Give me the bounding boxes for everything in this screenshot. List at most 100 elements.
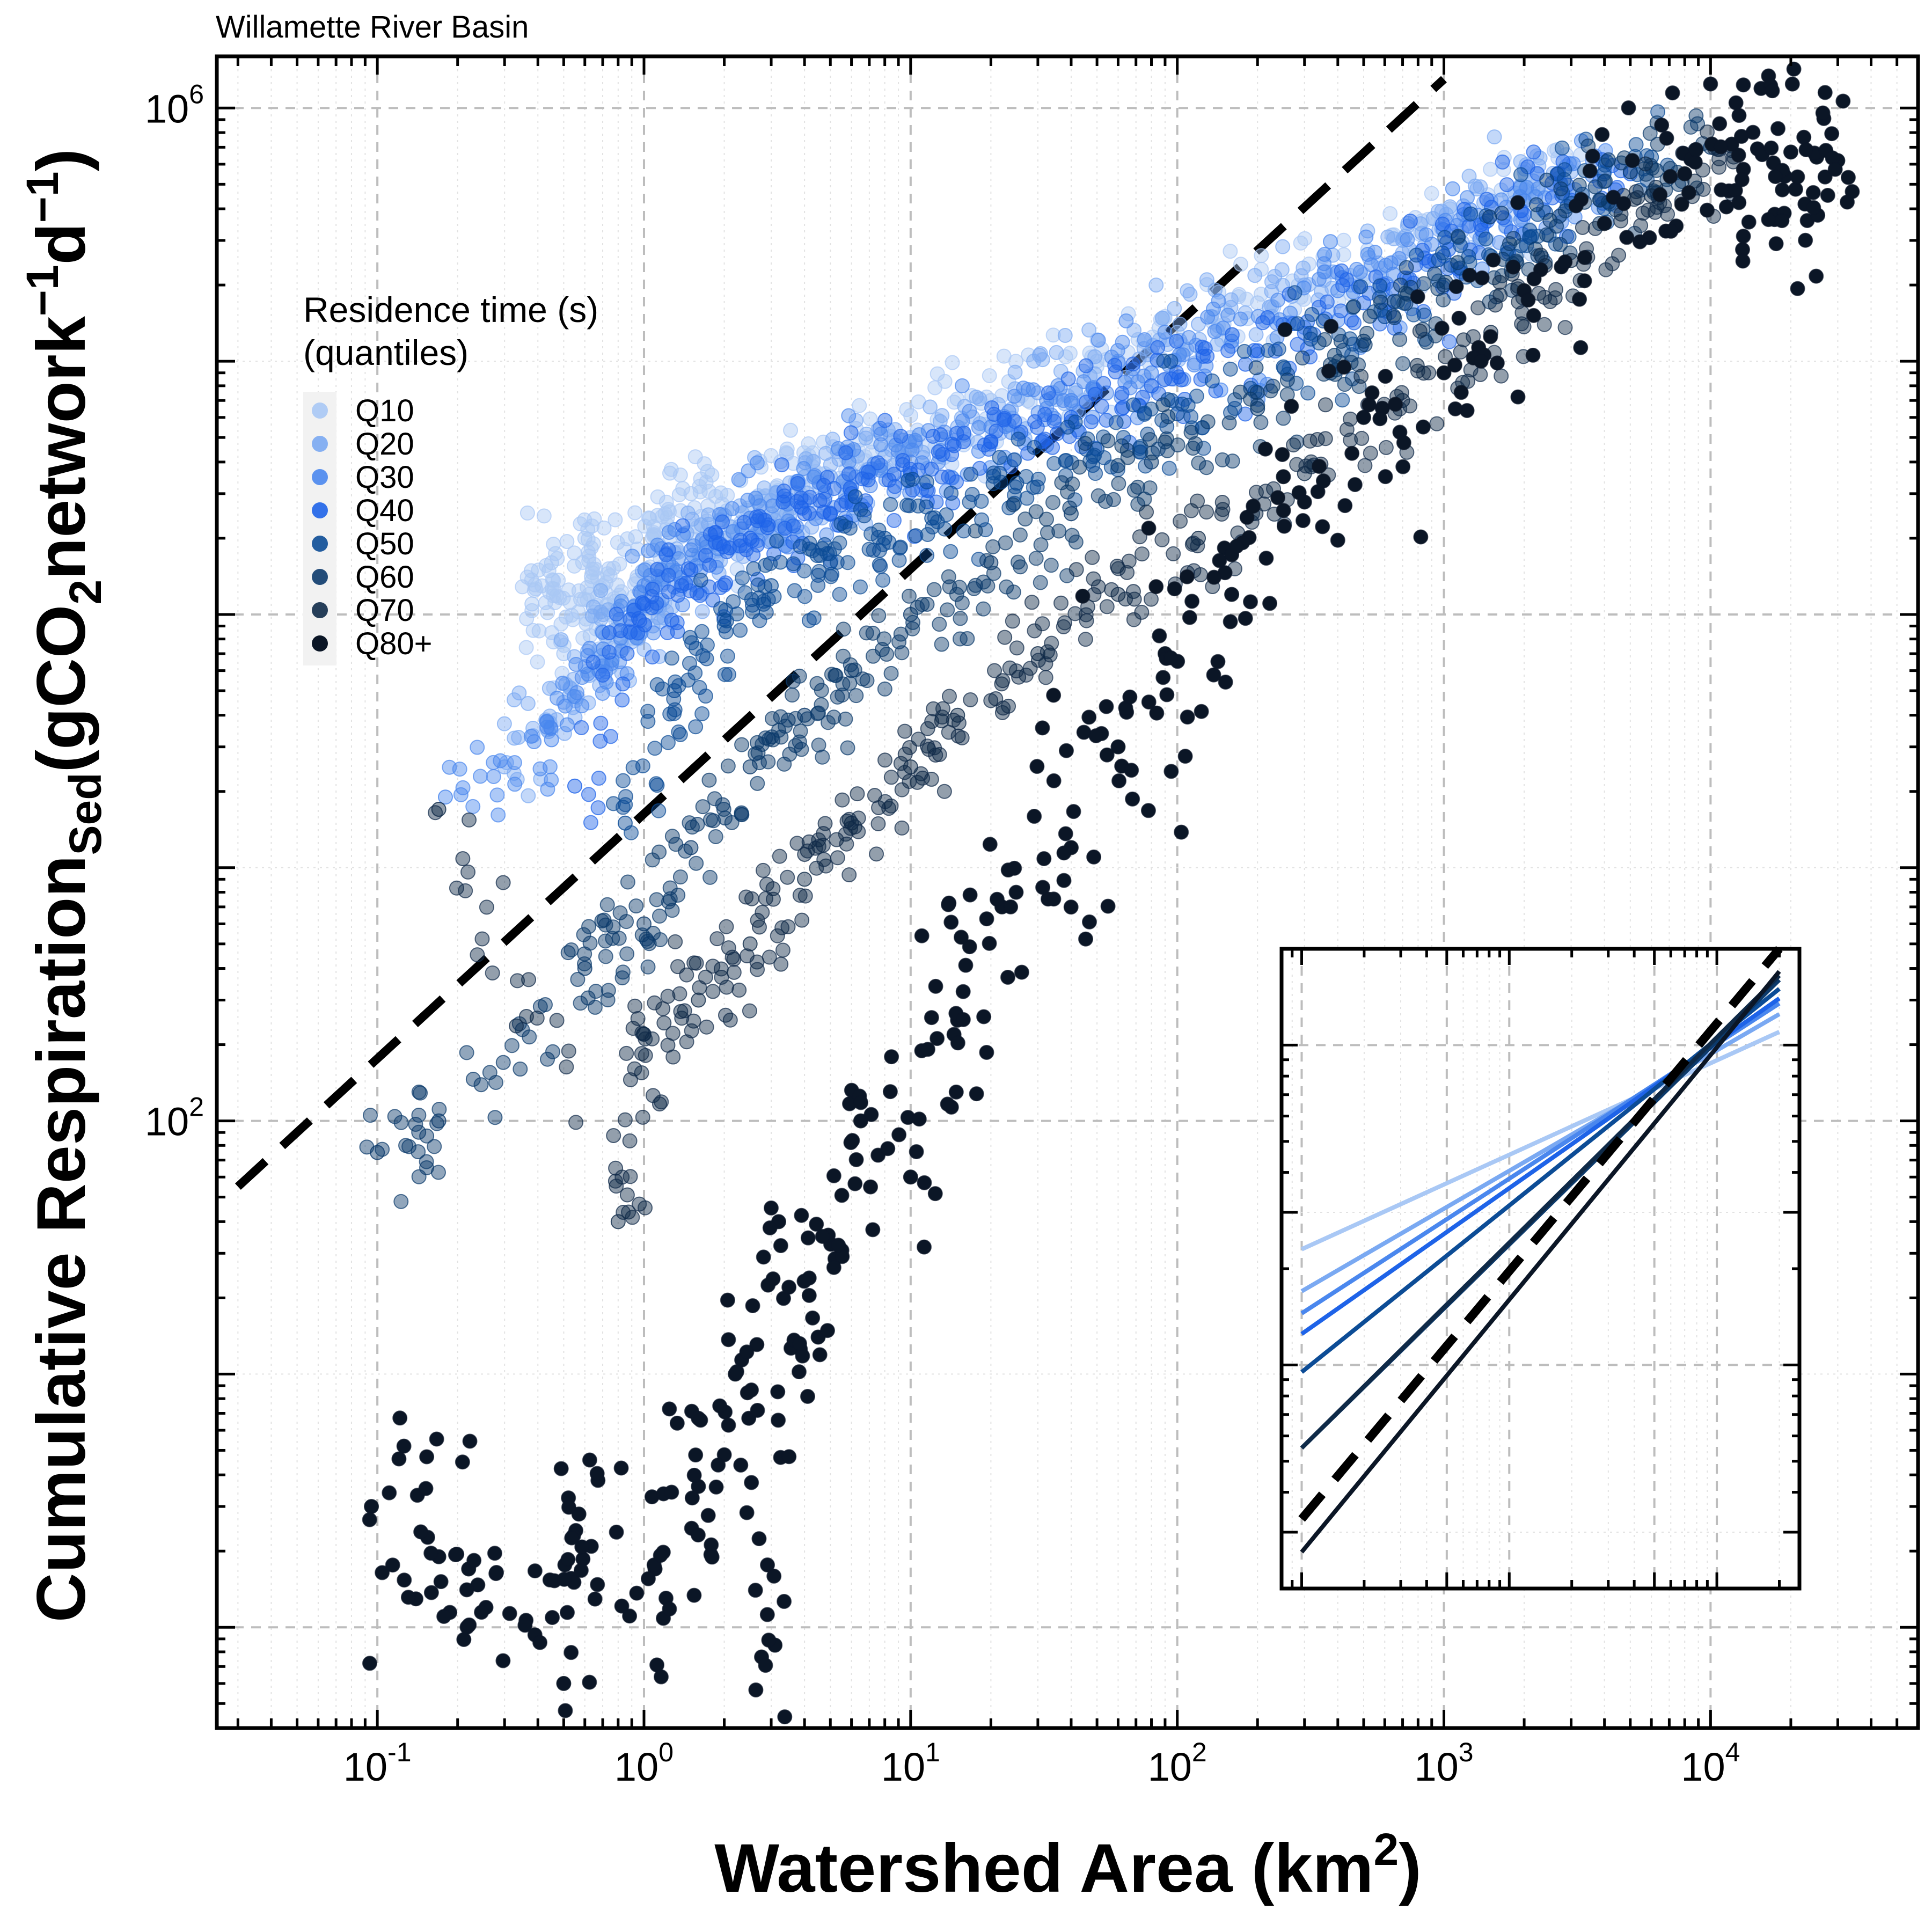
data-point [1520,292,1536,308]
data-point [1485,252,1501,268]
data-point [568,656,584,672]
data-point [847,1176,863,1191]
data-point [433,1574,449,1590]
data-point [843,657,858,672]
data-point [1161,460,1177,476]
data-point [986,465,1001,481]
data-point [1045,495,1060,510]
data-point [720,648,735,664]
data-point [1033,346,1048,362]
data-point [520,696,536,711]
data-point [532,1635,548,1650]
data-point [1046,773,1062,788]
data-point [1078,931,1094,947]
data-point [459,1045,474,1060]
data-point [1445,181,1460,196]
data-point [994,388,1009,404]
data-point [423,1585,439,1600]
data-point [875,573,891,588]
data-point [1413,529,1429,545]
data-point [897,723,913,739]
data-point [1809,268,1824,284]
data-point [1250,398,1265,413]
data-point [761,1633,777,1648]
data-point [653,1548,668,1563]
data-point [1238,611,1253,626]
data-point [826,1168,841,1183]
data-point [1206,569,1222,585]
data-point [675,597,691,613]
data-point [1487,129,1502,145]
data-point [977,469,993,484]
data-point [891,552,907,568]
data-point [904,442,920,458]
data-point [1085,550,1100,565]
data-point [1282,287,1297,302]
data-point [785,687,800,703]
data-point [740,493,756,508]
data-point [815,837,831,853]
data-point [1224,292,1239,308]
data-point [817,492,832,507]
data-point [628,898,644,914]
data-point [609,1179,624,1194]
data-point [429,1116,445,1131]
data-point [1344,445,1360,461]
data-point [1046,891,1062,907]
data-point [781,1279,797,1295]
data-point [1736,229,1751,244]
data-point [835,792,850,808]
data-point [593,715,609,731]
data-point [840,555,855,570]
data-point [1526,271,1542,287]
data-point [1557,320,1573,335]
data-point [411,1124,427,1140]
data-point [568,1115,584,1130]
data-point [557,726,572,741]
data-point [1051,523,1067,539]
data-point [840,740,855,756]
data-point [667,522,683,537]
data-point [1099,747,1115,763]
data-point [539,714,555,729]
data-point [1141,521,1157,536]
data-point [719,613,734,629]
data-point [775,494,791,510]
data-point [364,1499,379,1514]
data-point [1151,386,1167,401]
data-point [1319,294,1335,310]
data-point [1097,494,1113,509]
data-point [1035,880,1051,895]
data-point [1505,259,1521,275]
data-point [996,348,1012,364]
data-point [590,1577,605,1592]
data-point [801,1287,817,1303]
data-point [670,624,685,639]
data-point [1184,594,1200,609]
data-point [999,579,1014,595]
data-point [722,540,737,556]
data-point [682,656,697,671]
data-point [1687,155,1703,170]
data-point [1180,709,1195,725]
data-point [1372,411,1388,427]
data-point [974,493,989,509]
data-point [886,513,902,528]
data-point [1663,223,1679,239]
data-point [1553,181,1569,196]
data-point [1415,243,1430,258]
data-point [1194,704,1209,719]
data-point [1368,269,1384,284]
data-point [619,1045,634,1061]
data-point [720,758,736,774]
data-point [1122,380,1138,396]
data-point [873,437,889,452]
data-point [801,436,816,451]
data-point [983,693,999,708]
data-point [1199,348,1215,364]
data-point [1182,610,1197,625]
data-point [1382,206,1398,222]
data-point [911,427,927,443]
data-point [672,467,688,483]
data-point [616,773,631,788]
